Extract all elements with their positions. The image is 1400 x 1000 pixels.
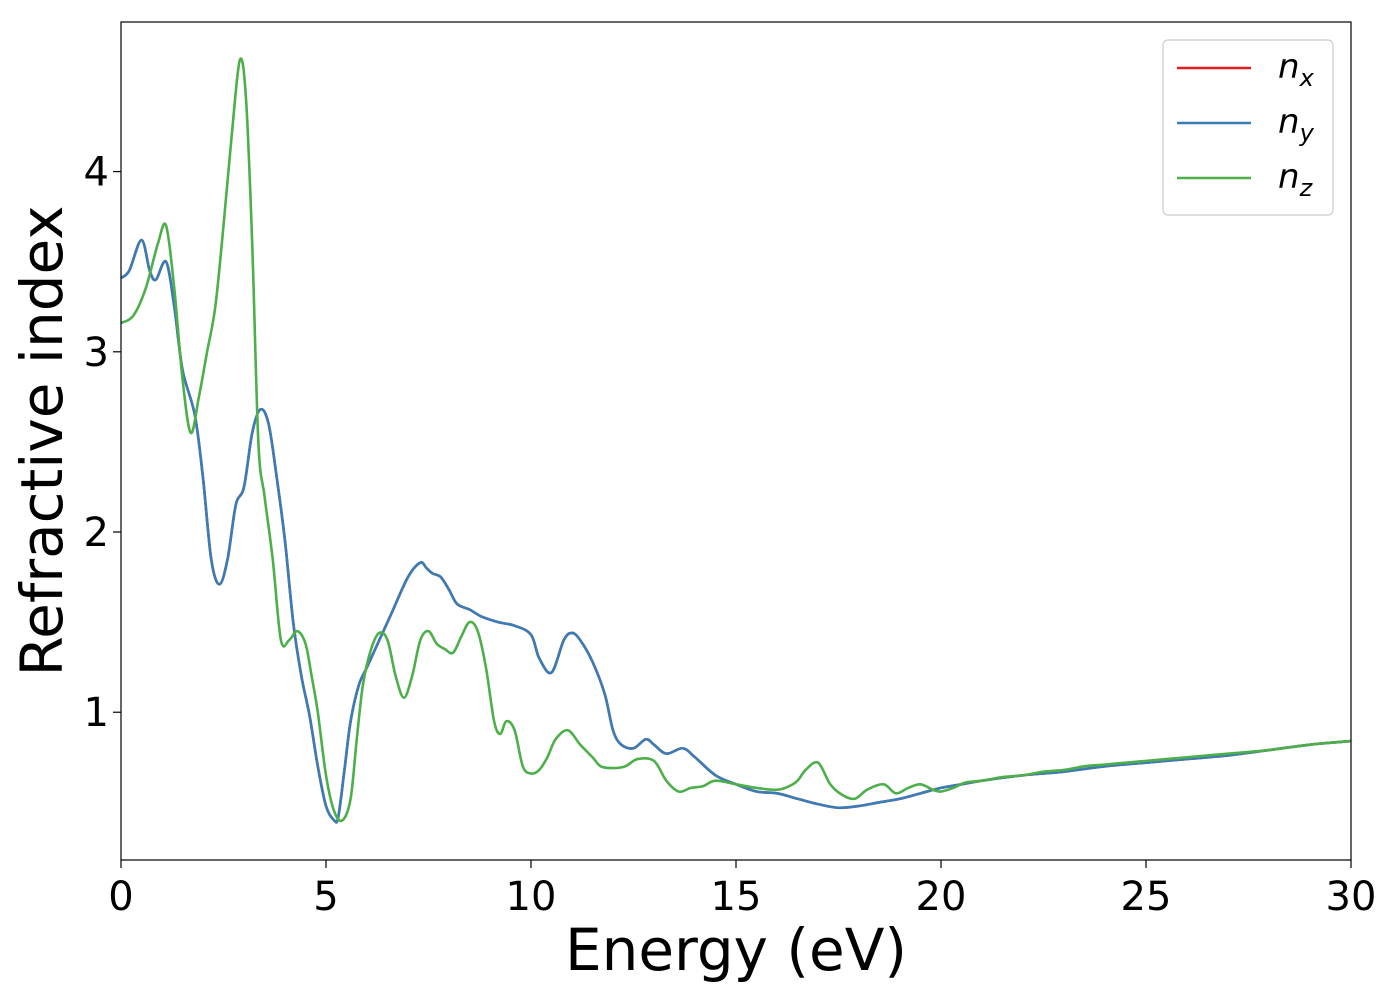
x-tick-label: 15 bbox=[711, 874, 762, 920]
legend: nx ny nz bbox=[1162, 39, 1334, 216]
series-line-n-y bbox=[121, 238, 1351, 824]
x-tick-label: 25 bbox=[1121, 874, 1172, 920]
legend-label-n-y: ny bbox=[1278, 102, 1315, 147]
x-axis-ticks: 0 5 10 15 20 25 30 bbox=[108, 860, 1376, 920]
series-lines bbox=[121, 57, 1351, 824]
series-line-n-z bbox=[121, 57, 1351, 823]
x-axis-label: Energy (eV) bbox=[565, 916, 907, 984]
x-tick-label: 20 bbox=[916, 874, 967, 920]
x-tick-label: 10 bbox=[506, 874, 557, 920]
y-tick-label: 3 bbox=[84, 330, 109, 376]
y-tick-label: 1 bbox=[84, 690, 109, 736]
y-tick-label: 2 bbox=[84, 510, 109, 556]
y-tick-label: 4 bbox=[84, 150, 109, 196]
x-tick-label: 5 bbox=[313, 874, 338, 920]
x-tick-label: 30 bbox=[1326, 874, 1377, 920]
y-axis-ticks: 1 2 3 4 bbox=[84, 150, 121, 736]
series-line-n-x bbox=[121, 238, 1351, 824]
legend-label-n-z: nz bbox=[1278, 157, 1314, 202]
legend-box bbox=[1162, 39, 1334, 216]
x-tick-label: 0 bbox=[108, 874, 133, 920]
y-axis-label: Refractive index bbox=[8, 205, 76, 676]
legend-label-n-x: nx bbox=[1278, 47, 1315, 92]
